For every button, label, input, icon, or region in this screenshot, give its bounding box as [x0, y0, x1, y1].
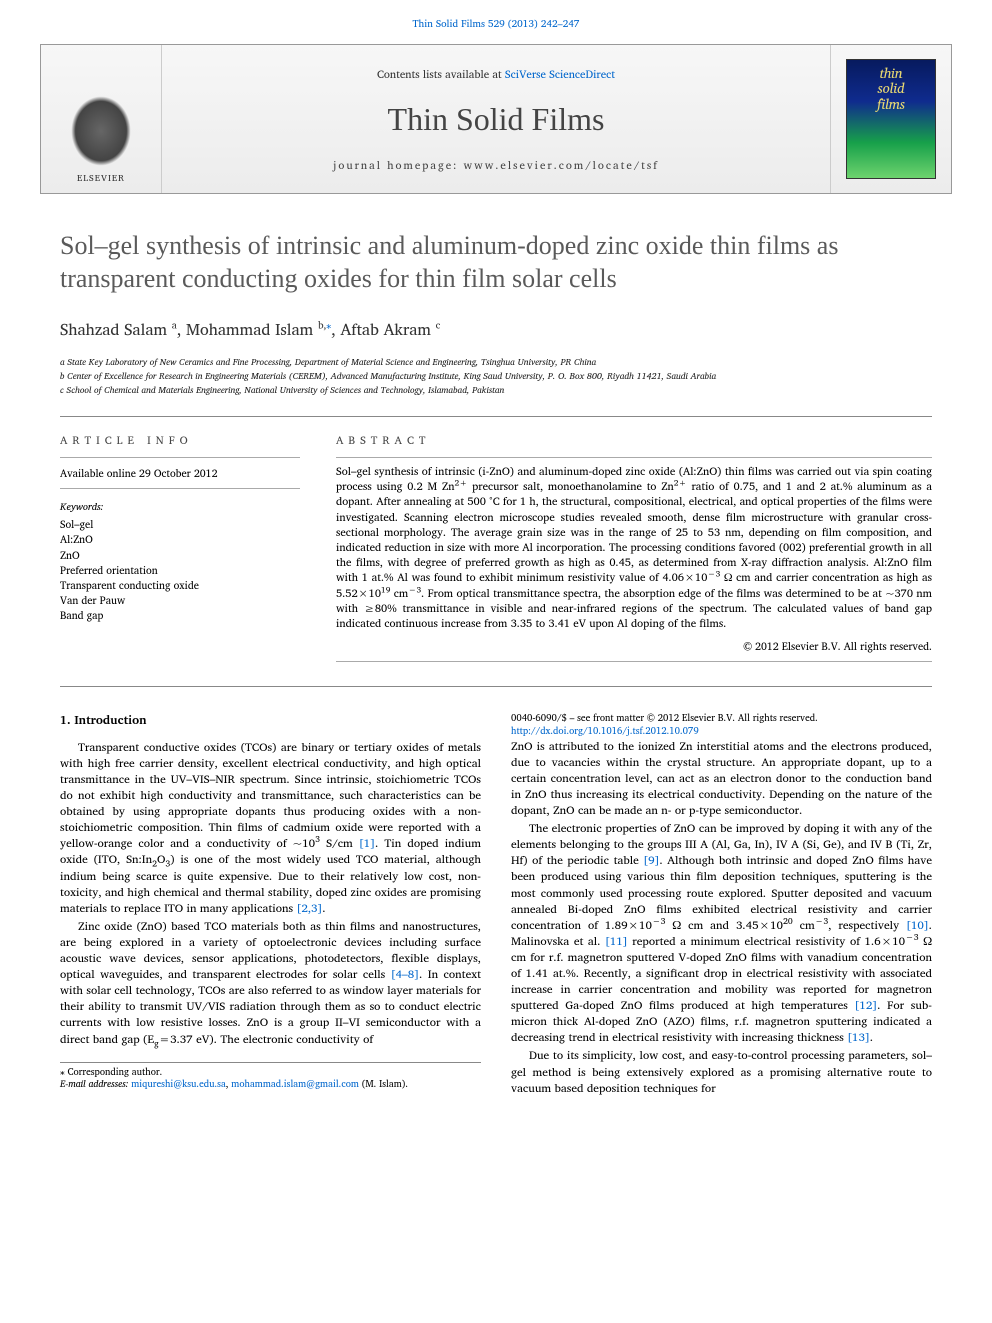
- email-link[interactable]: mohammad.islam@gmail.com: [231, 1077, 359, 1092]
- corr-author-emails: E-mail addresses: miqureshi@ksu.edu.sa, …: [60, 1079, 481, 1092]
- journal-banner: ELSEVIER Contents lists available at Sci…: [40, 44, 952, 194]
- article-info-block: article info Available online 29 October…: [60, 431, 300, 662]
- corresponding-author-footer: ⁎ Corresponding author. E-mail addresses…: [60, 1062, 481, 1093]
- article-info-label: article info: [60, 431, 300, 449]
- journal-cover: thin solid films: [846, 59, 936, 179]
- banner-center: Contents lists available at SciVerse Sci…: [161, 45, 831, 193]
- available-online: Available online 29 October 2012: [60, 457, 300, 489]
- journal-homepage-url: www.elsevier.com/locate/tsf: [464, 156, 659, 174]
- elsevier-tree-icon: [71, 96, 131, 166]
- article-title: Sol–gel synthesis of intrinsic and alumi…: [60, 230, 932, 295]
- journal-cover-cell: thin solid films: [831, 45, 951, 193]
- body-columns: 1. Introduction Transparent conductive o…: [60, 713, 932, 1105]
- affiliation-b: b Center of Excellence for Research in E…: [60, 369, 932, 382]
- publisher-logo-cell: ELSEVIER: [41, 45, 161, 193]
- keywords-label: Keywords:: [60, 499, 300, 515]
- abstract-copyright: © 2012 Elsevier B.V. All rights reserved…: [336, 637, 932, 655]
- cover-title: thin solid films: [877, 66, 905, 112]
- contents-lists-line: Contents lists available at SciVerse Sci…: [377, 65, 615, 83]
- abstract-label: abstract: [336, 431, 932, 449]
- keyword: Band gap: [60, 608, 300, 623]
- divider: [60, 686, 932, 687]
- intro-paragraph: The electronic properties of ZnO can be …: [511, 821, 932, 1046]
- elsevier-wordmark: ELSEVIER: [77, 170, 125, 185]
- affiliation-c: c School of Chemical and Materials Engin…: [60, 383, 932, 396]
- abstract-block: abstract Sol–gel synthesis of intrinsic …: [336, 431, 932, 662]
- intro-paragraph: Due to its simplicity, low cost, and eas…: [511, 1048, 932, 1096]
- intro-paragraph: Zinc oxide (ZnO) based TCO materials bot…: [60, 919, 481, 1048]
- intro-paragraph: Transparent conductive oxides (TCOs) are…: [60, 740, 481, 917]
- abstract-text: Sol–gel synthesis of intrinsic (i-ZnO) a…: [336, 457, 932, 631]
- doi-footer: 0040-6090/$ – see front matter © 2012 El…: [511, 713, 932, 739]
- section-heading-intro: 1. Introduction: [60, 713, 481, 730]
- affiliations: a State Key Laboratory of New Ceramics a…: [60, 355, 932, 396]
- divider: [336, 661, 932, 662]
- keyword: Al:ZnO: [60, 532, 300, 547]
- sciencedirect-link[interactable]: SciVerse ScienceDirect: [505, 65, 615, 83]
- running-header: Thin Solid Films 529 (2013) 242–247: [0, 0, 992, 44]
- header-citation-link[interactable]: Thin Solid Films 529 (2013) 242–247: [413, 16, 580, 32]
- intro-paragraph: ZnO is attributed to the ionized Zn inte…: [511, 739, 932, 819]
- keyword: Sol–gel: [60, 517, 300, 532]
- affiliation-a: a State Key Laboratory of New Ceramics a…: [60, 355, 932, 368]
- elsevier-logo: ELSEVIER: [61, 85, 141, 185]
- journal-title: Thin Solid Films: [388, 101, 605, 138]
- journal-homepage-line: journal homepage: www.elsevier.com/locat…: [333, 156, 659, 174]
- email-link[interactable]: miqureshi@ksu.edu.sa: [131, 1077, 226, 1092]
- divider: [60, 416, 932, 417]
- authors-line: Shahzad Salam a, Mohammad Islam b,⁎, Aft…: [60, 317, 932, 343]
- keywords-list: Sol–gel Al:ZnO ZnO Preferred orientation…: [60, 517, 300, 624]
